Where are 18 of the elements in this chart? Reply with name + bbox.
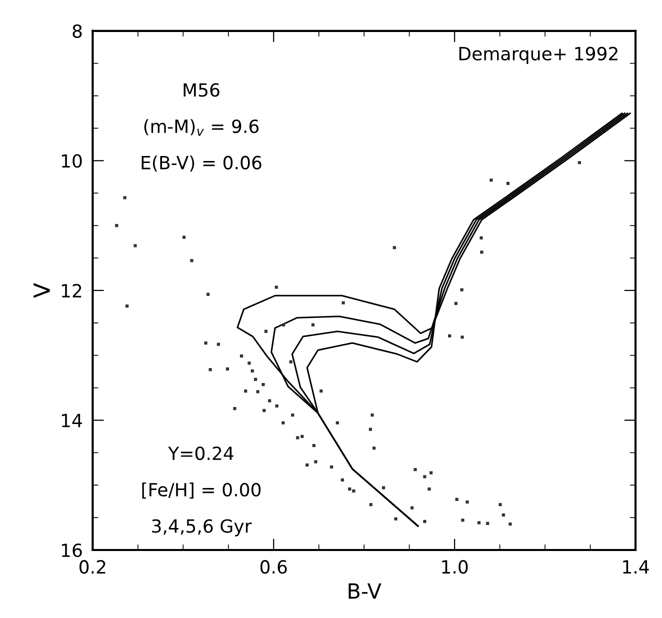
y-tick-label: 8 xyxy=(72,24,82,38)
annotation: (m-M)$_{v}$ = 9.6 xyxy=(144,119,259,136)
x-tick-label: 1.0 xyxy=(442,560,468,574)
y-tick-label: 12 xyxy=(62,284,82,298)
annotation: Demarque+ 1992 xyxy=(459,46,618,64)
annotation: [Fe/H] = 0.00 xyxy=(142,482,261,499)
y-axis-title: V xyxy=(34,283,50,298)
x-tick-label: 1.4 xyxy=(623,560,649,574)
annotation: Y=0.24 xyxy=(168,446,234,460)
annotation: 3,4,5,6 Gyr xyxy=(152,519,252,536)
y-tick-label: 14 xyxy=(62,414,82,428)
x-axis-title: B-V xyxy=(348,583,382,599)
y-tick-label: 16 xyxy=(62,543,82,558)
x-tick-label: 0.2 xyxy=(80,560,106,574)
y-tick-label: 10 xyxy=(62,154,82,168)
x-tick-label: 0.6 xyxy=(260,560,287,574)
annotation: M56 xyxy=(184,83,220,97)
annotation: E(B-V) = 0.06 xyxy=(142,156,262,172)
